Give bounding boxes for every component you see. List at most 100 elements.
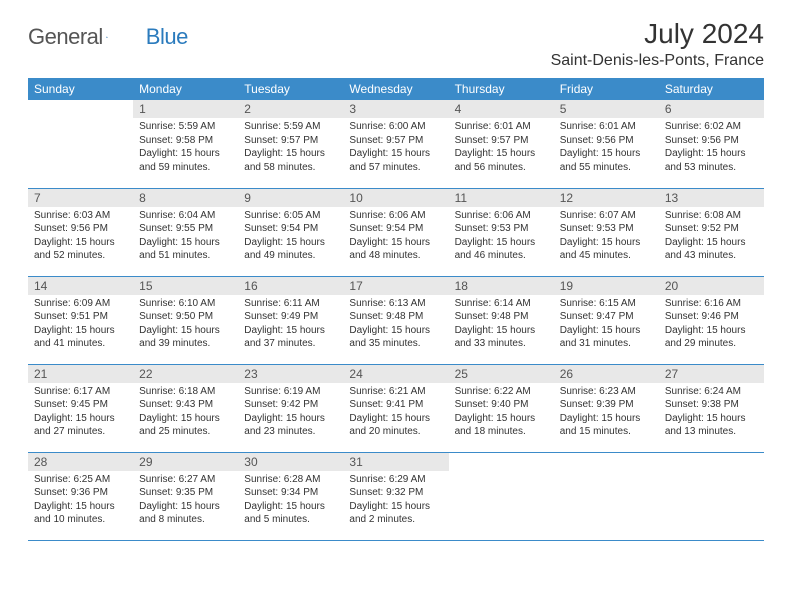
weekday-header: Saturday (659, 78, 764, 100)
day-number: 5 (554, 100, 659, 118)
calendar-day-cell: 12Sunrise: 6:07 AMSunset: 9:53 PMDayligh… (554, 188, 659, 276)
calendar-day-cell (28, 100, 133, 188)
sunrise-line: Sunrise: 6:02 AM (665, 120, 758, 134)
day-number: 9 (238, 189, 343, 207)
daylight-line: Daylight: 15 hours and 13 minutes. (665, 412, 758, 439)
sunset-line: Sunset: 9:54 PM (349, 222, 442, 236)
sunrise-line: Sunrise: 6:21 AM (349, 385, 442, 399)
weekday-header: Thursday (449, 78, 554, 100)
header: General Blue July 2024 Saint-Denis-les-P… (28, 18, 764, 70)
sunset-line: Sunset: 9:57 PM (349, 134, 442, 148)
day-number: 18 (449, 277, 554, 295)
weekday-header: Tuesday (238, 78, 343, 100)
calendar-day-cell: 29Sunrise: 6:27 AMSunset: 9:35 PMDayligh… (133, 452, 238, 540)
day-number: 8 (133, 189, 238, 207)
calendar-day-cell (554, 452, 659, 540)
location-text: Saint-Denis-les-Ponts, France (551, 52, 764, 70)
daylight-line: Daylight: 15 hours and 39 minutes. (139, 324, 232, 351)
calendar-day-cell: 14Sunrise: 6:09 AMSunset: 9:51 PMDayligh… (28, 276, 133, 364)
daylight-line: Daylight: 15 hours and 35 minutes. (349, 324, 442, 351)
sunrise-line: Sunrise: 6:07 AM (560, 209, 653, 223)
weekday-header: Friday (554, 78, 659, 100)
day-number: 31 (343, 453, 448, 471)
day-number: 28 (28, 453, 133, 471)
daylight-line: Daylight: 15 hours and 49 minutes. (244, 236, 337, 263)
calendar-day-cell: 17Sunrise: 6:13 AMSunset: 9:48 PMDayligh… (343, 276, 448, 364)
day-number: 15 (133, 277, 238, 295)
calendar-day-cell: 11Sunrise: 6:06 AMSunset: 9:53 PMDayligh… (449, 188, 554, 276)
day-number: 26 (554, 365, 659, 383)
sunrise-line: Sunrise: 6:05 AM (244, 209, 337, 223)
day-details: Sunrise: 6:19 AMSunset: 9:42 PMDaylight:… (238, 383, 343, 443)
weekday-header: Wednesday (343, 78, 448, 100)
calendar-day-cell: 25Sunrise: 6:22 AMSunset: 9:40 PMDayligh… (449, 364, 554, 452)
sunset-line: Sunset: 9:53 PM (560, 222, 653, 236)
calendar-day-cell: 24Sunrise: 6:21 AMSunset: 9:41 PMDayligh… (343, 364, 448, 452)
daylight-line: Daylight: 15 hours and 23 minutes. (244, 412, 337, 439)
daylight-line: Daylight: 15 hours and 48 minutes. (349, 236, 442, 263)
calendar-body: 1Sunrise: 5:59 AMSunset: 9:58 PMDaylight… (28, 100, 764, 540)
sunrise-line: Sunrise: 6:27 AM (139, 473, 232, 487)
sunrise-line: Sunrise: 6:18 AM (139, 385, 232, 399)
calendar-day-cell: 23Sunrise: 6:19 AMSunset: 9:42 PMDayligh… (238, 364, 343, 452)
calendar-week-row: 28Sunrise: 6:25 AMSunset: 9:36 PMDayligh… (28, 452, 764, 540)
calendar-day-cell: 21Sunrise: 6:17 AMSunset: 9:45 PMDayligh… (28, 364, 133, 452)
calendar-table: SundayMondayTuesdayWednesdayThursdayFrid… (28, 78, 764, 541)
logo-text-general: General (28, 24, 103, 50)
day-details: Sunrise: 6:23 AMSunset: 9:39 PMDaylight:… (554, 383, 659, 443)
calendar-week-row: 14Sunrise: 6:09 AMSunset: 9:51 PMDayligh… (28, 276, 764, 364)
calendar-day-cell: 6Sunrise: 6:02 AMSunset: 9:56 PMDaylight… (659, 100, 764, 188)
day-number: 25 (449, 365, 554, 383)
calendar-day-cell: 15Sunrise: 6:10 AMSunset: 9:50 PMDayligh… (133, 276, 238, 364)
sunset-line: Sunset: 9:53 PM (455, 222, 548, 236)
day-number: 22 (133, 365, 238, 383)
calendar-day-cell: 3Sunrise: 6:00 AMSunset: 9:57 PMDaylight… (343, 100, 448, 188)
sunset-line: Sunset: 9:57 PM (455, 134, 548, 148)
calendar-week-row: 7Sunrise: 6:03 AMSunset: 9:56 PMDaylight… (28, 188, 764, 276)
daylight-line: Daylight: 15 hours and 41 minutes. (34, 324, 127, 351)
day-number: 27 (659, 365, 764, 383)
calendar-day-cell: 28Sunrise: 6:25 AMSunset: 9:36 PMDayligh… (28, 452, 133, 540)
day-details: Sunrise: 6:02 AMSunset: 9:56 PMDaylight:… (659, 118, 764, 178)
calendar-day-cell: 10Sunrise: 6:06 AMSunset: 9:54 PMDayligh… (343, 188, 448, 276)
day-details: Sunrise: 6:14 AMSunset: 9:48 PMDaylight:… (449, 295, 554, 355)
day-number: 17 (343, 277, 448, 295)
calendar-week-row: 1Sunrise: 5:59 AMSunset: 9:58 PMDaylight… (28, 100, 764, 188)
sunset-line: Sunset: 9:42 PM (244, 398, 337, 412)
sunset-line: Sunset: 9:52 PM (665, 222, 758, 236)
day-details: Sunrise: 6:01 AMSunset: 9:56 PMDaylight:… (554, 118, 659, 178)
day-number: 30 (238, 453, 343, 471)
sunset-line: Sunset: 9:49 PM (244, 310, 337, 324)
day-number: 10 (343, 189, 448, 207)
calendar-day-cell: 31Sunrise: 6:29 AMSunset: 9:32 PMDayligh… (343, 452, 448, 540)
day-details: Sunrise: 6:09 AMSunset: 9:51 PMDaylight:… (28, 295, 133, 355)
sunset-line: Sunset: 9:47 PM (560, 310, 653, 324)
day-details: Sunrise: 5:59 AMSunset: 9:57 PMDaylight:… (238, 118, 343, 178)
daylight-line: Daylight: 15 hours and 20 minutes. (349, 412, 442, 439)
day-details: Sunrise: 6:16 AMSunset: 9:46 PMDaylight:… (659, 295, 764, 355)
title-block: July 2024 Saint-Denis-les-Ponts, France (551, 18, 764, 70)
sunset-line: Sunset: 9:56 PM (34, 222, 127, 236)
sail-icon (106, 30, 108, 44)
sunrise-line: Sunrise: 6:10 AM (139, 297, 232, 311)
sunrise-line: Sunrise: 6:14 AM (455, 297, 548, 311)
sunset-line: Sunset: 9:46 PM (665, 310, 758, 324)
page-title: July 2024 (551, 18, 764, 50)
calendar-day-cell: 27Sunrise: 6:24 AMSunset: 9:38 PMDayligh… (659, 364, 764, 452)
sunrise-line: Sunrise: 6:22 AM (455, 385, 548, 399)
day-number: 20 (659, 277, 764, 295)
day-details: Sunrise: 6:06 AMSunset: 9:53 PMDaylight:… (449, 207, 554, 267)
sunrise-line: Sunrise: 6:23 AM (560, 385, 653, 399)
day-number: 29 (133, 453, 238, 471)
sunset-line: Sunset: 9:34 PM (244, 486, 337, 500)
sunset-line: Sunset: 9:43 PM (139, 398, 232, 412)
day-number: 19 (554, 277, 659, 295)
sunset-line: Sunset: 9:56 PM (560, 134, 653, 148)
logo-text-blue: Blue (146, 24, 188, 50)
sunrise-line: Sunrise: 6:17 AM (34, 385, 127, 399)
day-details: Sunrise: 6:01 AMSunset: 9:57 PMDaylight:… (449, 118, 554, 178)
daylight-line: Daylight: 15 hours and 10 minutes. (34, 500, 127, 527)
daylight-line: Daylight: 15 hours and 5 minutes. (244, 500, 337, 527)
day-number: 14 (28, 277, 133, 295)
daylight-line: Daylight: 15 hours and 18 minutes. (455, 412, 548, 439)
